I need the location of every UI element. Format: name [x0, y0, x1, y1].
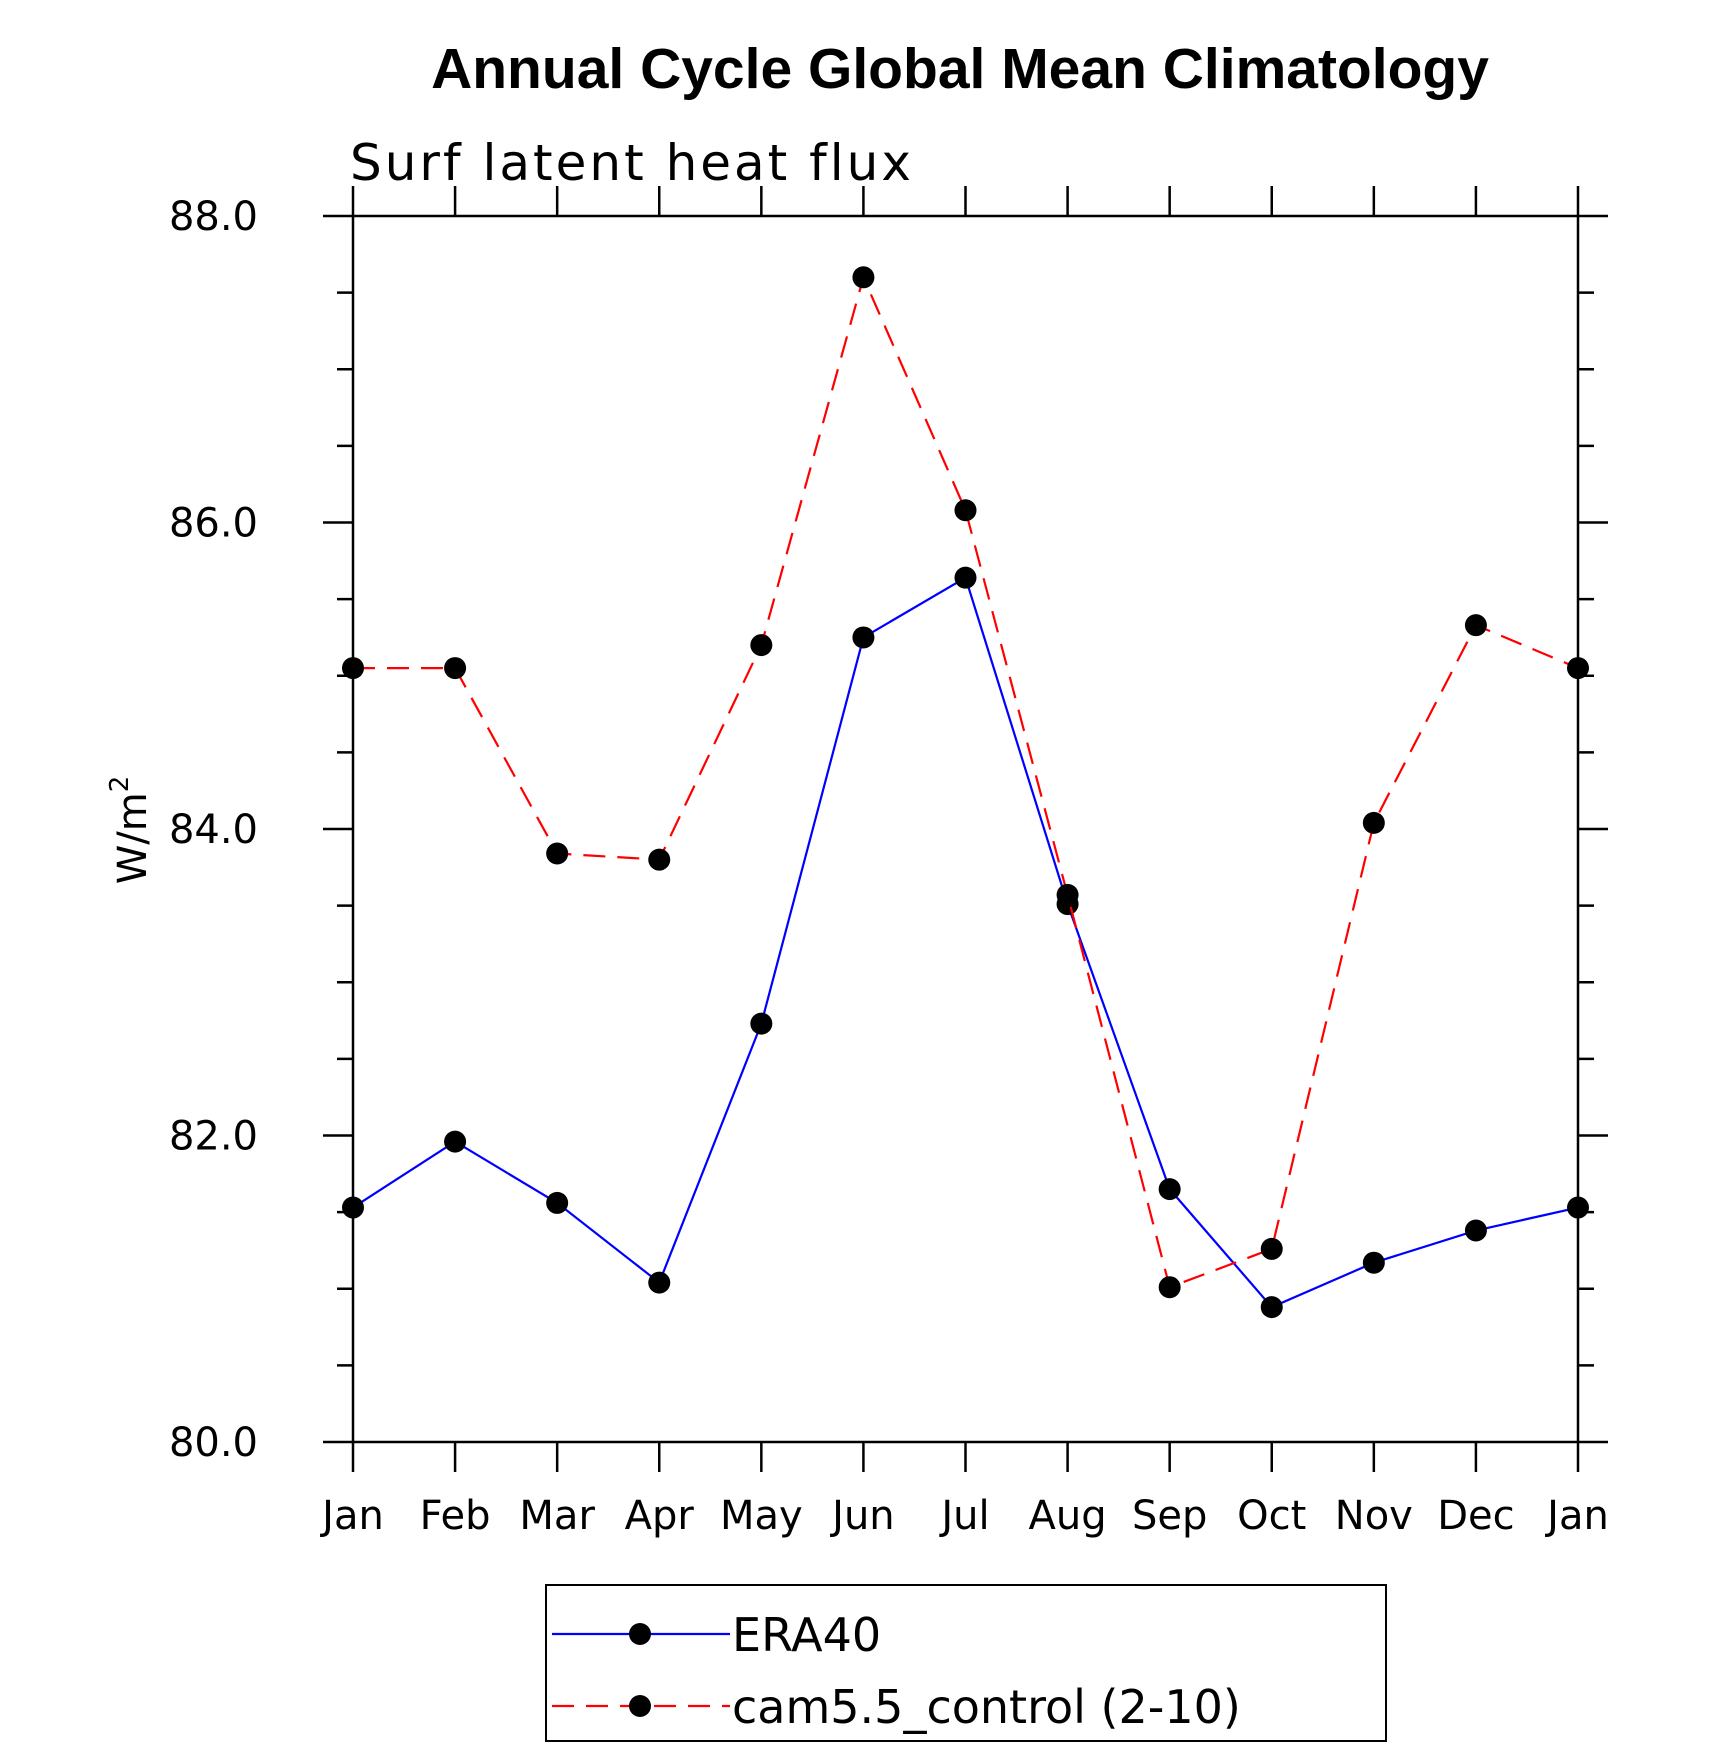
data-point — [648, 1271, 671, 1294]
x-tick-label: May — [720, 1493, 803, 1539]
data-point — [1158, 1178, 1181, 1201]
x-tick-label: Apr — [625, 1493, 695, 1539]
data-point — [342, 1196, 364, 1219]
x-tick-label: Aug — [1029, 1493, 1107, 1539]
data-point — [954, 566, 977, 589]
data-point — [648, 848, 671, 871]
data-point — [1260, 1237, 1283, 1260]
legend: ERA40 cam5.5_control (2-10) — [545, 1584, 1387, 1742]
data-point — [1567, 657, 1589, 680]
legend-marker-era40 — [629, 1623, 651, 1645]
y-tick-label: 86.0 — [169, 501, 258, 547]
y-axis-ticks: 80.0 82.0 84.0 86.0 88.0 — [169, 194, 1608, 1466]
x-tick-label: Jan — [319, 1493, 384, 1539]
x-tick-label: Jan — [1544, 1493, 1609, 1539]
data-point — [852, 266, 875, 289]
data-point — [1260, 1296, 1283, 1319]
data-point — [1464, 1219, 1487, 1242]
x-axis-ticks: Jan Feb Mar Apr May Jun Jul Aug Sep Oct Nov Dec Jan — [319, 186, 1609, 1539]
plot-axes — [351, 214, 1580, 1444]
x-tick-label: Jul — [938, 1493, 989, 1539]
y-tick-label: 88.0 — [169, 194, 258, 240]
x-tick-label: Sep — [1132, 1493, 1207, 1539]
x-tick-label: Dec — [1437, 1493, 1514, 1539]
data-point — [1056, 883, 1079, 906]
x-tick-label: Jun — [829, 1493, 895, 1539]
data-point — [954, 499, 977, 522]
legend-box — [545, 1584, 1387, 1742]
x-tick-label: Mar — [519, 1493, 595, 1539]
data-point — [546, 1191, 569, 1214]
data-point — [750, 634, 773, 657]
legend-label-era40: ERA40 — [732, 1608, 881, 1662]
data-point — [750, 1012, 773, 1035]
data-point — [1567, 1196, 1589, 1219]
chart-title: Annual Cycle Global Mean Climatology — [431, 37, 1489, 101]
y-tick-label: 84.0 — [169, 807, 258, 853]
legend-label-cam5: cam5.5_control (2-10) — [732, 1680, 1241, 1734]
data-point — [1158, 1276, 1181, 1299]
x-tick-label: Oct — [1237, 1493, 1306, 1539]
chart-subtitle: Surf latent heat flux — [350, 134, 914, 192]
series-line-0 — [352, 576, 1579, 1309]
data-point — [444, 657, 467, 680]
y-axis-label: W/m2 — [105, 776, 156, 885]
y-tick-label: 80.0 — [169, 1420, 258, 1466]
data-point — [444, 1130, 467, 1153]
data-point — [1362, 811, 1385, 834]
y-tick-label: 82.0 — [169, 1114, 258, 1160]
data-point — [852, 626, 875, 649]
legend-marker-cam5 — [629, 1695, 651, 1717]
x-tick-label: Feb — [420, 1493, 491, 1539]
data-point — [342, 657, 364, 680]
x-tick-label: Nov — [1335, 1493, 1413, 1539]
data-point — [1362, 1251, 1385, 1274]
plot-frame — [351, 214, 1580, 1444]
data-point — [546, 842, 569, 865]
series-line-1 — [353, 274, 1579, 1289]
data-point — [1464, 614, 1487, 637]
series-layer — [342, 266, 1589, 1319]
